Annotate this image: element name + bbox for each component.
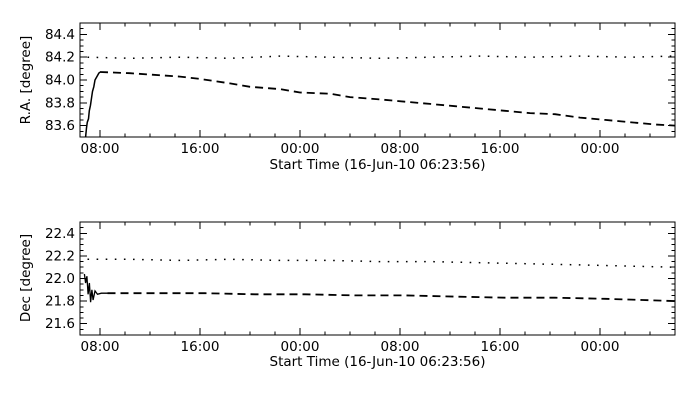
plot-frame bbox=[79, 221, 676, 336]
y-tick-label: 22.0 bbox=[45, 271, 75, 287]
y-tick-label: 22.4 bbox=[45, 226, 75, 242]
x-tick-label: 00:00 bbox=[281, 141, 320, 157]
dec-x-axis-title: Start Time (16-Jun-10 06:23:56) bbox=[269, 354, 486, 370]
ra-plot: 08:00 16:00 00:00 08:00 16:00 00:00 83.6 83.8 84… bbox=[45, 22, 676, 157]
y-tick-label: 84.2 bbox=[45, 50, 75, 66]
dec-reference-dotted bbox=[87, 258, 673, 268]
x-tick-label: 00:00 bbox=[581, 141, 620, 157]
x-tick-label: 08:00 bbox=[81, 339, 120, 355]
x-tick-label: 08:00 bbox=[381, 339, 420, 355]
y-tick-label: 83.8 bbox=[45, 95, 75, 111]
dec-y-axis-title: Dec [degree] bbox=[18, 233, 34, 323]
x-tick-label: 00:00 bbox=[281, 339, 320, 355]
x-tick-label: 00:00 bbox=[581, 339, 620, 355]
y-tick-label: 84.4 bbox=[45, 27, 75, 43]
ra-y-axis-title: R.A. [degree] bbox=[18, 35, 34, 125]
x-tick-label: 16:00 bbox=[181, 141, 220, 157]
dec-measured-dashed bbox=[107, 292, 676, 302]
plot-frame bbox=[79, 22, 676, 138]
y-tick-label: 83.6 bbox=[45, 118, 75, 134]
ra-measured-dashed bbox=[99, 71, 676, 127]
x-tick-label: 16:00 bbox=[481, 141, 520, 157]
dec-plot: 08:00 16:00 00:00 08:00 16:00 00:00 21.6 21.8 22… bbox=[45, 221, 676, 355]
x-tick-label: 16:00 bbox=[481, 339, 520, 355]
y-tick-label: 22.2 bbox=[45, 248, 75, 264]
x-tick-label: 08:00 bbox=[381, 141, 420, 157]
y-tick-label: 21.6 bbox=[45, 316, 75, 332]
ra-reference-dotted bbox=[87, 55, 673, 60]
dec-settle-solid bbox=[83, 273, 108, 303]
x-tick-label: 08:00 bbox=[81, 141, 120, 157]
y-tick-label: 84.0 bbox=[45, 73, 75, 89]
ra-rise-solid bbox=[84, 71, 101, 138]
x-tick-label: 16:00 bbox=[181, 339, 220, 355]
y-tick-label: 21.8 bbox=[45, 294, 75, 310]
ra-x-axis-title: Start Time (16-Jun-10 06:23:56) bbox=[269, 157, 486, 173]
